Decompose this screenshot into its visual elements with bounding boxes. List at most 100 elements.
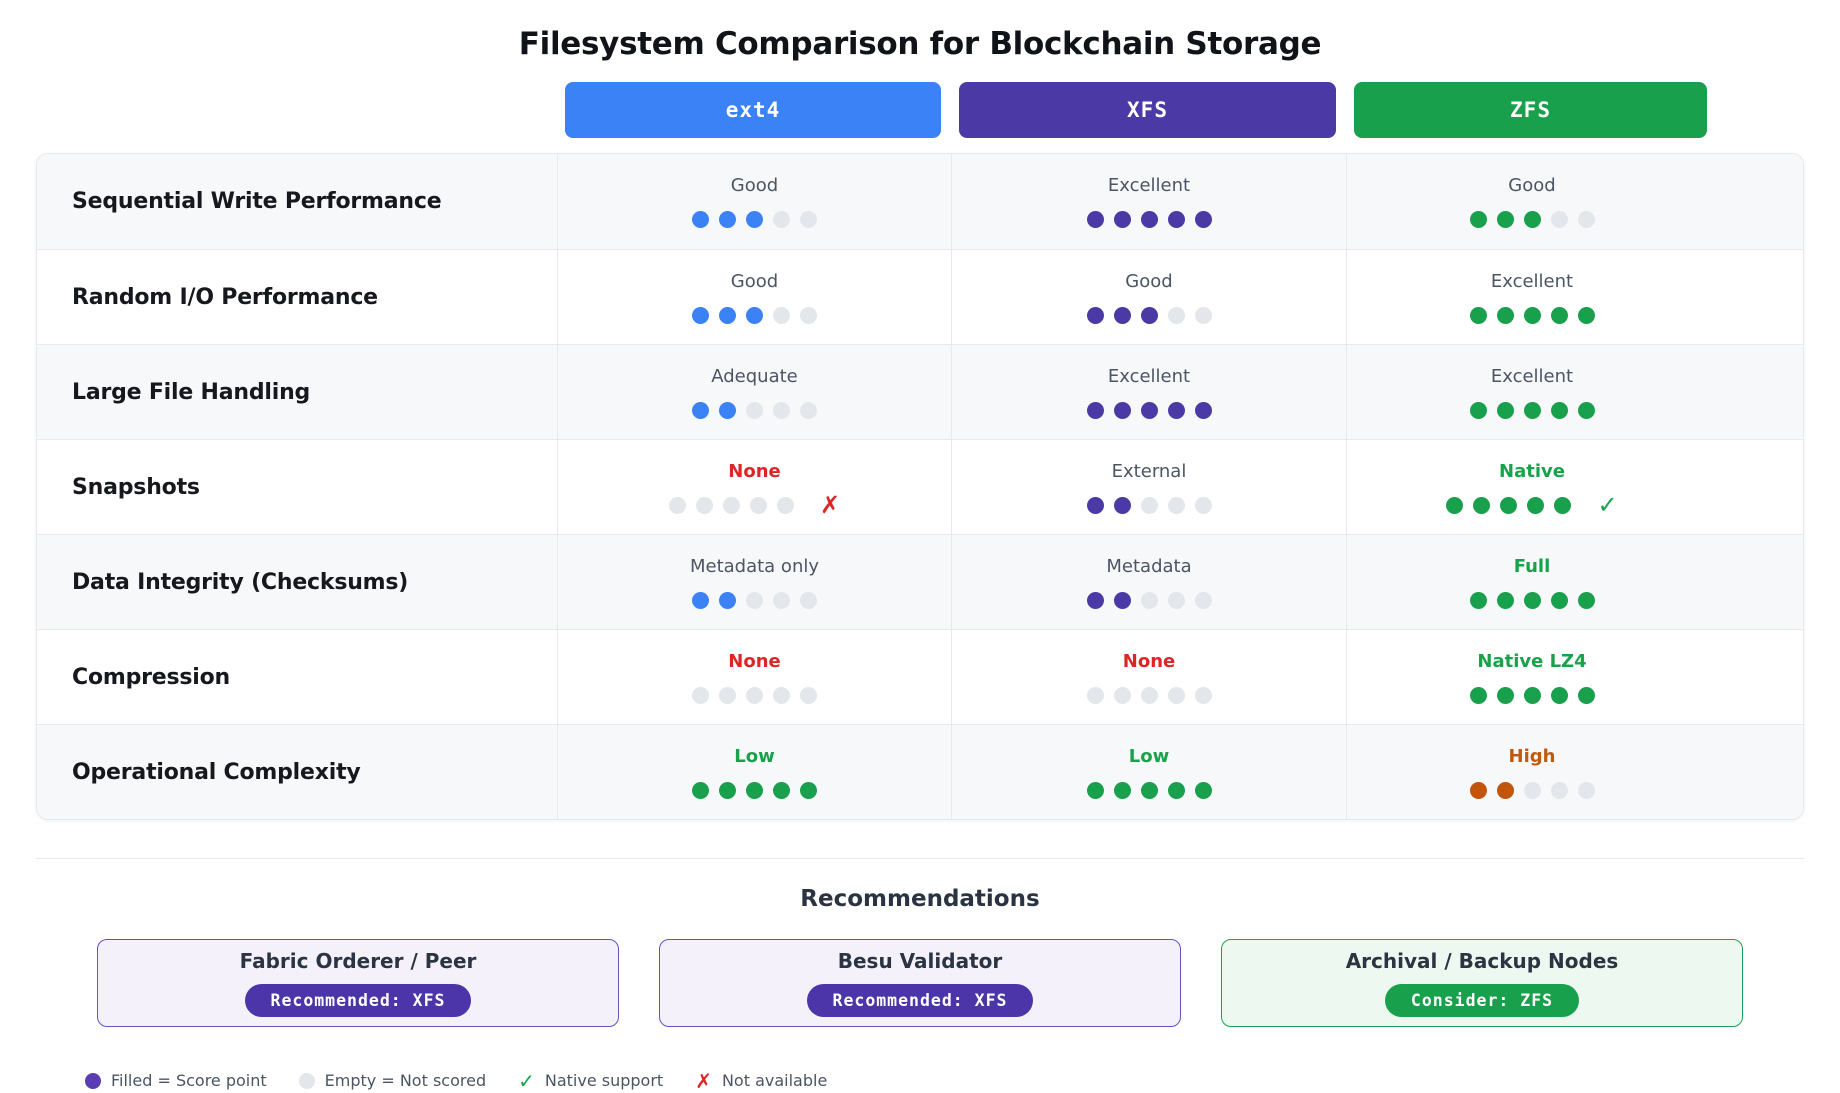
score-dot-filled — [1523, 306, 1541, 324]
legend-label: Filled = Score point — [111, 1071, 267, 1090]
row-label: Snapshots — [72, 474, 200, 500]
rating-text: High — [1508, 745, 1556, 767]
score-dot-empty — [773, 591, 790, 609]
rating-text: Good — [730, 175, 779, 196]
table-row: Large File Handling Adequate Excellent E… — [37, 344, 1803, 439]
score-dots — [692, 306, 817, 324]
score-dot-filled — [1496, 781, 1514, 799]
recommendation-card: Fabric Orderer / Peer Recommended: XFS — [97, 939, 619, 1027]
score-dot-filled — [1086, 401, 1104, 419]
score-dot-filled — [1167, 401, 1185, 419]
score-cell: Native ✓ — [1346, 440, 1803, 534]
legend-item: ✓ Native support — [518, 1068, 663, 1093]
rating-text: Excellent — [1107, 175, 1191, 196]
score-dots — [1469, 781, 1595, 799]
score-dot-filled — [692, 401, 709, 419]
score-dot-filled — [1577, 591, 1595, 609]
score-cell: None — [951, 630, 1346, 724]
column-header-xfs: XFS — [959, 82, 1336, 138]
score-dot-filled — [1194, 401, 1212, 419]
score-dot-filled — [1577, 306, 1595, 324]
score-dots — [1086, 401, 1212, 419]
score-dot-empty — [1167, 686, 1185, 704]
check-icon: ✓ — [518, 1068, 535, 1093]
score-dot-filled — [1086, 211, 1104, 228]
score-dot-filled — [1167, 781, 1185, 799]
score-dots — [1086, 211, 1212, 228]
legend-item: ✗ Not available — [695, 1071, 828, 1091]
rating-text: Good — [1125, 270, 1173, 292]
score-dot-filled — [1140, 401, 1158, 419]
score-dot-empty — [800, 401, 817, 419]
empty-dot-icon — [298, 1072, 315, 1089]
rating-text: Adequate — [711, 365, 798, 387]
score-cell: None — [557, 630, 951, 724]
recommendation-badge: Recommended: XFS — [806, 983, 1034, 1018]
score-dot-empty — [1140, 591, 1158, 609]
score-dot-filled — [746, 306, 763, 324]
score-dot-filled — [1086, 591, 1104, 609]
filled-dot-icon — [85, 1072, 101, 1089]
score-cell: Excellent — [1346, 250, 1803, 344]
table-row: Operational Complexity Low Low High — [37, 724, 1803, 819]
rating-text: External — [1111, 460, 1187, 482]
recommendation-badge: Consider: ZFS — [1384, 983, 1580, 1018]
score-dot-filled — [1473, 496, 1491, 514]
legend-label: Not available — [721, 1071, 828, 1090]
score-dot-filled — [800, 781, 817, 799]
score-dot-filled — [1500, 496, 1518, 514]
score-dot-empty — [773, 211, 790, 228]
recommendation-cards: Fabric Orderer / Peer Recommended: XFS B… — [36, 939, 1804, 1027]
score-dot-filled — [1140, 306, 1158, 324]
score-dot-empty — [722, 496, 740, 514]
column-header-ext4: ext4 — [565, 82, 941, 138]
row-label: Compression — [72, 664, 231, 690]
column-header-row: ext4 XFS ZFS — [36, 82, 1804, 138]
score-dot-empty — [1194, 686, 1212, 704]
score-dots — [1469, 401, 1595, 419]
score-dot-empty — [746, 686, 763, 704]
score-dot-empty — [746, 591, 763, 609]
score-dot-empty — [1577, 211, 1595, 228]
score-cell: External — [951, 440, 1346, 534]
score-dot-empty — [1194, 591, 1212, 609]
score-dot-empty — [1167, 496, 1185, 514]
score-dot-filled — [1469, 401, 1487, 419]
recommendations-heading: Recommendations — [800, 886, 1040, 912]
recommendation-card-title: Archival / Backup Nodes — [1345, 948, 1619, 973]
score-cell: Full — [1346, 535, 1803, 629]
score-dots — [1086, 591, 1212, 609]
score-dot-filled — [1577, 686, 1595, 704]
score-dots — [1086, 306, 1212, 324]
score-dot-empty — [1550, 781, 1568, 799]
score-dot-empty — [1194, 496, 1212, 514]
score-dot-filled — [692, 306, 709, 324]
score-dot-empty — [773, 401, 790, 419]
score-dot-empty — [1523, 781, 1541, 799]
score-dot-filled — [1496, 686, 1514, 704]
rating-text: Low — [1128, 745, 1170, 767]
score-dot-filled — [746, 211, 763, 228]
score-dot-filled — [692, 211, 709, 228]
score-dot-filled — [1194, 211, 1212, 228]
header-spacer — [36, 82, 556, 138]
score-dots — [692, 591, 817, 609]
score-dot-filled — [1550, 686, 1568, 704]
score-dot-filled — [1113, 211, 1131, 228]
score-dot-empty — [1086, 686, 1104, 704]
table-row: Sequential Write Performance Good Excell… — [37, 154, 1803, 249]
score-dot-empty — [1140, 686, 1158, 704]
rating-text: Native LZ4 — [1477, 650, 1587, 672]
score-dot-filled — [1550, 401, 1568, 419]
score-dot-filled — [719, 591, 736, 609]
column-header-slot-zfs: ZFS — [1345, 82, 1804, 138]
score-dot-empty — [1167, 591, 1185, 609]
score-cell: None ✗ — [557, 440, 951, 534]
score-cell: Excellent — [951, 154, 1346, 249]
rating-text: Native — [1499, 460, 1565, 482]
row-label: Sequential Write Performance — [72, 189, 442, 214]
rating-text: Metadata — [1106, 555, 1192, 577]
score-dots — [1086, 781, 1212, 799]
score-dot-filled — [719, 306, 736, 324]
